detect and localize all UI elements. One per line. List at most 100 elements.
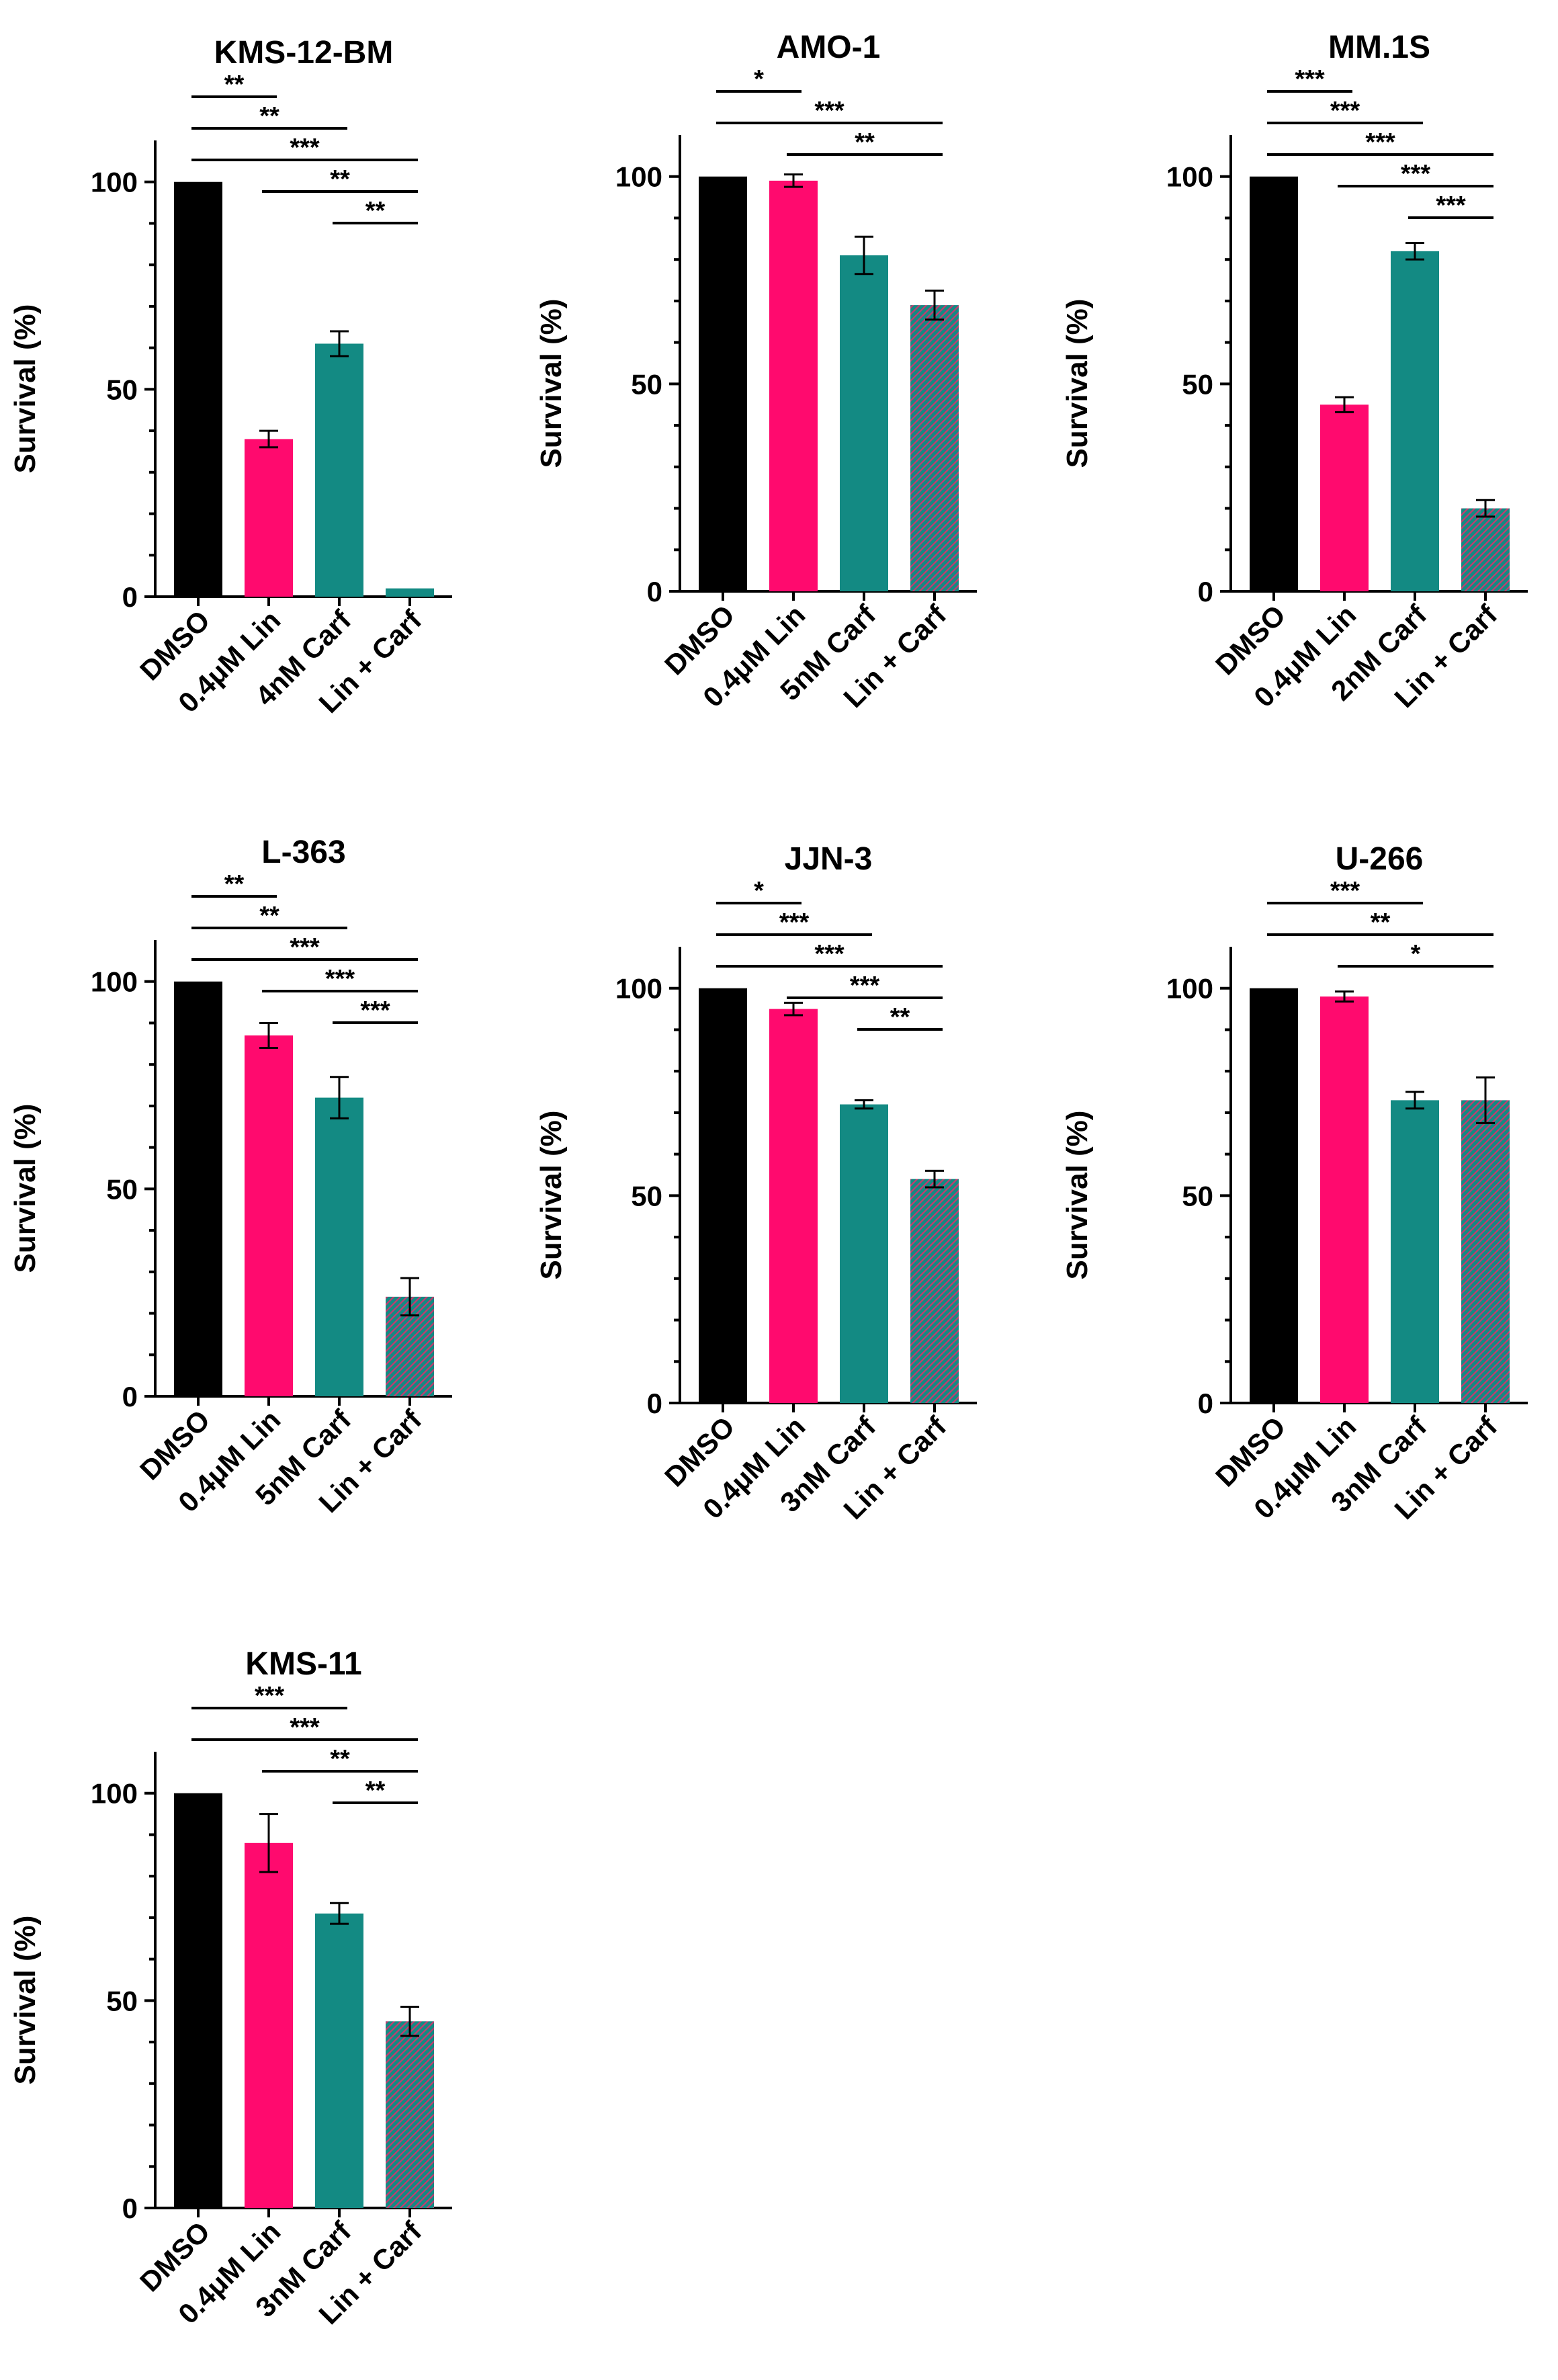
- y-tick-label: 100: [1166, 973, 1213, 1005]
- significance-label: **: [890, 1003, 910, 1031]
- chart-title: JJN-3: [785, 841, 873, 877]
- significance-label: **: [365, 197, 386, 225]
- y-tick-label: 50: [106, 1173, 138, 1205]
- significance-label: **: [224, 870, 245, 898]
- y-tick-label: 50: [1182, 368, 1213, 400]
- bar: [245, 439, 293, 597]
- bar: [769, 180, 818, 591]
- y-tick-label: 50: [106, 1985, 138, 2016]
- significance-label: ***: [814, 940, 845, 968]
- y-tick-label: 100: [615, 973, 662, 1005]
- y-axis-label: Survival (%): [9, 1104, 42, 1273]
- bar: [910, 305, 959, 591]
- significance-label: **: [259, 102, 279, 130]
- significance-label: **: [330, 1745, 350, 1773]
- bar: [1250, 988, 1298, 1403]
- bar: [1320, 996, 1369, 1403]
- y-tick-label: 50: [631, 368, 662, 400]
- bar: [386, 588, 434, 597]
- bar: [1391, 1100, 1439, 1403]
- significance-label: ***: [850, 972, 880, 1000]
- significance-label: **: [224, 71, 245, 99]
- y-axis-label: Survival (%): [9, 1916, 42, 2085]
- y-axis-label: Survival (%): [1061, 1111, 1094, 1280]
- significance-label: ***: [1330, 97, 1360, 125]
- y-tick-label: 0: [647, 1388, 662, 1419]
- significance-label: ***: [814, 97, 845, 125]
- bar: [174, 981, 222, 1396]
- y-tick-label: 0: [122, 2193, 138, 2224]
- significance-label: **: [259, 902, 279, 930]
- y-tick-label: 0: [1198, 1388, 1213, 1419]
- chart-title: L-363: [261, 835, 345, 870]
- bar: [1320, 405, 1369, 591]
- significance-label: ***: [290, 134, 320, 162]
- y-tick-label: 50: [631, 1180, 662, 1212]
- significance-label: ***: [1365, 128, 1395, 157]
- bar: [315, 1097, 363, 1396]
- chart-title: KMS-12-BM: [214, 35, 394, 71]
- y-axis-label: Survival (%): [535, 1111, 568, 1280]
- significance-label: *: [754, 877, 764, 905]
- significance-label: **: [365, 1777, 386, 1805]
- y-tick-label: 100: [91, 966, 138, 998]
- significance-label: ***: [1401, 160, 1431, 188]
- bar: [174, 181, 222, 597]
- bar: [1461, 508, 1510, 591]
- bar: [1250, 176, 1298, 591]
- bar: [699, 988, 747, 1403]
- significance-label: ***: [1330, 877, 1360, 905]
- significance-label: ***: [290, 1713, 320, 1742]
- y-axis-label: Survival (%): [9, 304, 42, 474]
- chart-title: KMS-11: [245, 1646, 361, 1682]
- y-tick-label: 0: [122, 581, 138, 613]
- bar: [1391, 251, 1439, 591]
- significance-label: ***: [290, 933, 320, 962]
- chart-title: MM.1S: [1328, 30, 1430, 65]
- significance-label: ***: [1436, 192, 1466, 220]
- y-tick-label: 0: [1198, 576, 1213, 607]
- significance-label: ***: [1295, 65, 1325, 93]
- significance-label: **: [330, 165, 350, 194]
- bar: [840, 255, 888, 591]
- bar: [769, 1009, 818, 1403]
- significance-label: ***: [255, 1682, 285, 1710]
- bar: [699, 176, 747, 591]
- significance-label: *: [754, 65, 764, 93]
- bar: [910, 1179, 959, 1403]
- bar: [174, 1793, 222, 2208]
- y-axis-label: Survival (%): [535, 299, 568, 468]
- significance-label: **: [855, 128, 875, 157]
- significance-label: ***: [325, 965, 355, 993]
- significance-label: **: [1371, 908, 1391, 937]
- significance-label: ***: [360, 996, 390, 1025]
- chart-title: AMO-1: [777, 30, 881, 65]
- bar: [315, 1913, 363, 2208]
- y-tick-label: 100: [1166, 161, 1213, 193]
- bar: [1461, 1100, 1510, 1403]
- y-tick-label: 0: [122, 1381, 138, 1412]
- bar: [245, 1842, 293, 2208]
- bar: [840, 1104, 888, 1403]
- y-tick-label: 50: [106, 374, 138, 405]
- y-axis-label: Survival (%): [1061, 299, 1094, 468]
- bar: [386, 2021, 434, 2208]
- significance-label: ***: [779, 908, 810, 937]
- y-tick-label: 100: [615, 161, 662, 193]
- significance-label: *: [1411, 940, 1421, 968]
- y-tick-label: 100: [91, 1778, 138, 1810]
- bar: [315, 343, 363, 597]
- y-tick-label: 50: [1182, 1180, 1213, 1212]
- chart-title: U-266: [1336, 841, 1424, 877]
- y-tick-label: 0: [647, 576, 662, 607]
- y-tick-label: 100: [91, 167, 138, 198]
- bar: [245, 1035, 293, 1396]
